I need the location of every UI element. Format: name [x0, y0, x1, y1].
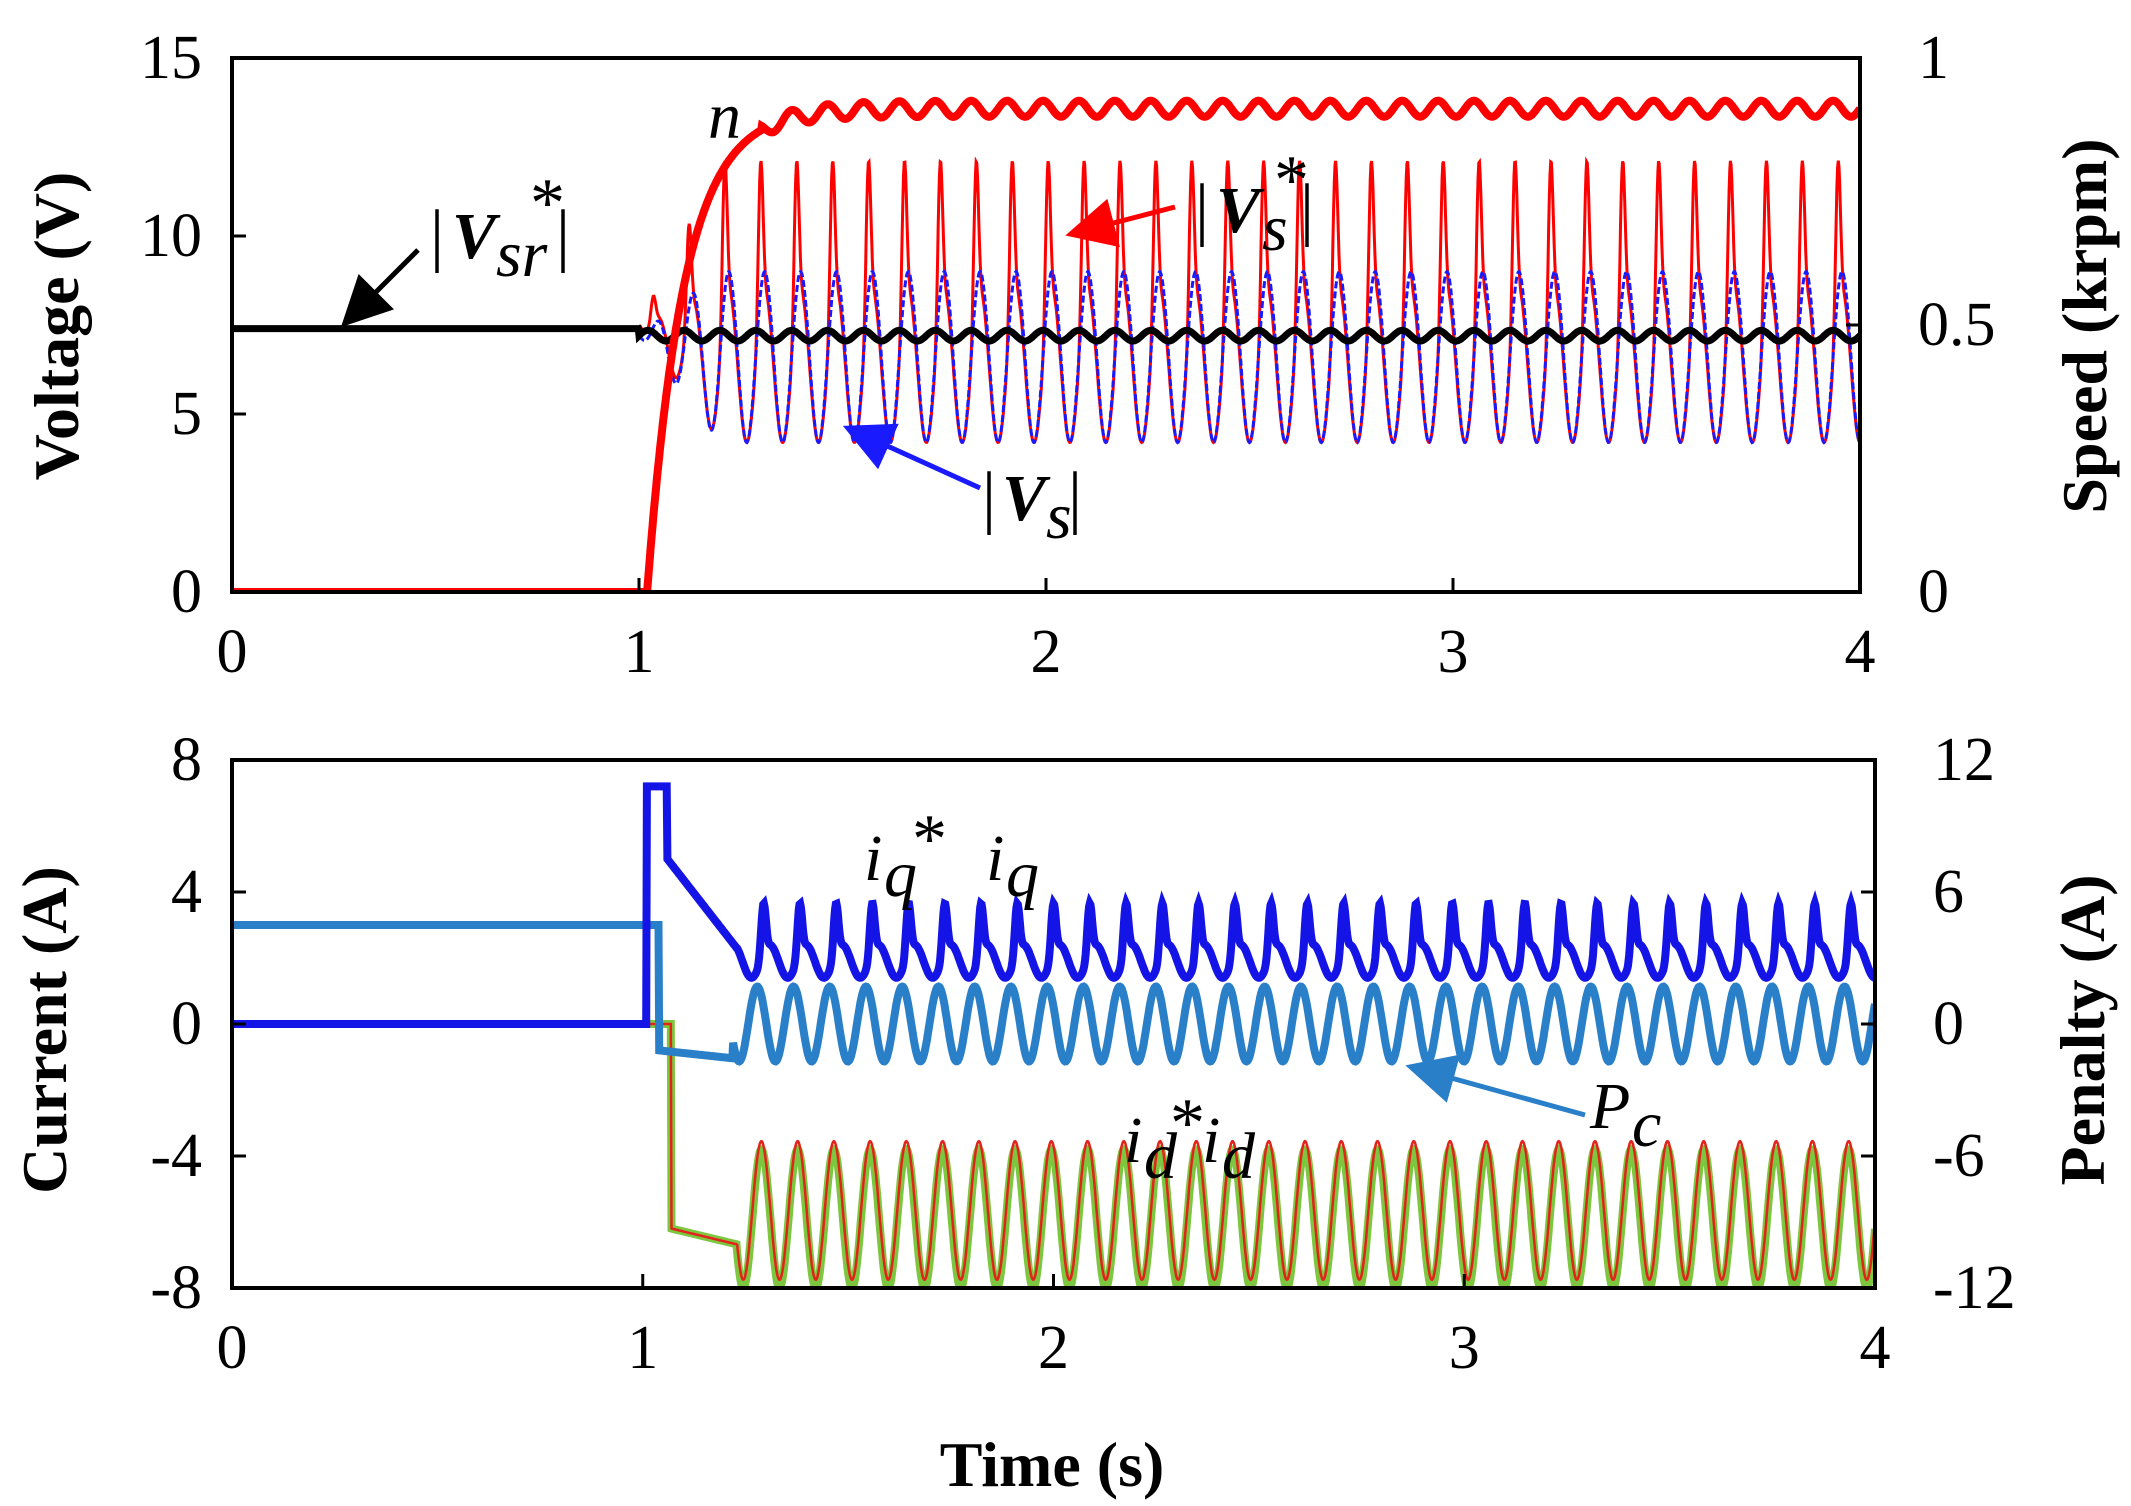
annotation-vsr-sub: sr — [496, 218, 548, 291]
annotation-pc: P c — [1405, 1054, 1661, 1161]
annotation-vs-star-bar-left: | — [1195, 171, 1209, 248]
bot-ytick-label-0: -8 — [150, 1254, 202, 1322]
annotation-vsr-bar-left: | — [430, 197, 444, 274]
top-ytick-label-1: 5 — [171, 380, 202, 448]
annotation-vsr-star: | V sr * | — [340, 165, 570, 328]
annotation-pc-arrow — [1405, 1054, 1586, 1118]
bot-xtick-label-4: 4 — [1860, 1314, 1891, 1382]
annotation-pc-sub: c — [1632, 1088, 1661, 1161]
bot-y2tick-label-3: 6 — [1933, 858, 1964, 926]
annotation-vs-star: | V s * | — [1065, 142, 1314, 265]
top-y2-ticks: 00.51 — [1846, 24, 1996, 626]
bottom-y2-axis-label: Penalty (A) — [2047, 874, 2118, 1185]
top-y2tick-label-0: 0 — [1918, 558, 1949, 626]
top-xtick-label-1: 1 — [624, 618, 655, 686]
annotation-vs-star-arrow — [1065, 198, 1176, 248]
annotation-vs-star-sub: s — [1262, 192, 1288, 265]
top-xtick-label-2: 2 — [1031, 618, 1062, 686]
bot-y2tick-label-0: -12 — [1933, 1254, 2016, 1322]
series-id-star-line — [232, 1022, 1875, 1282]
bottom-y2-ticks: -12 -6 0 6 12 — [1861, 726, 2016, 1322]
annotation-vs-star-bar-right: | — [1300, 171, 1314, 248]
bot-xtick-label-1: 1 — [627, 1314, 658, 1382]
bot-ytick-label-3: 4 — [171, 858, 202, 926]
bot-xtick-label-0: 0 — [217, 1314, 248, 1382]
annotation-iq-asterisk: * — [912, 801, 947, 878]
annotation-id-asterisk: * — [1170, 1085, 1205, 1162]
annotation-speed-n: n — [708, 80, 741, 153]
x-axis-label: Time (s) — [940, 1429, 1165, 1500]
top-xtick-label-3: 3 — [1438, 618, 1469, 686]
bot-xtick-label-2: 2 — [1038, 1314, 1069, 1382]
bot-ytick-label-4: 8 — [171, 726, 202, 794]
annotation-iq: i q * i q — [864, 801, 1039, 911]
annotation-vs-bar-left: | — [982, 459, 996, 536]
series-speed-n-line — [232, 96, 1860, 592]
annotation-iq-sub: q — [1006, 838, 1039, 911]
annotation-vsr-v: V — [452, 200, 501, 273]
bot-ytick-label-2: 0 — [171, 990, 202, 1058]
annotation-vs: | V s | — [842, 423, 1082, 553]
series-pc-line — [232, 921, 1875, 1066]
series-vsr-star-line — [232, 325, 1860, 345]
top-xtick-label-4: 4 — [1845, 618, 1876, 686]
annotation-vs-sub: s — [1046, 480, 1072, 553]
top-y2tick-label-2: 1 — [1918, 24, 1949, 92]
bot-y2tick-label-2: 0 — [1933, 990, 1964, 1058]
annotation-id: i d * i d — [1124, 1085, 1256, 1193]
annotation-id-i: i — [1202, 1104, 1220, 1177]
top-y2tick-label-1: 0.5 — [1918, 291, 1996, 359]
bottom-x-ticks: 0 1 2 3 4 — [217, 1274, 1891, 1382]
annotation-pc-p: P — [1589, 1070, 1630, 1143]
annotation-vs-bar-right: | — [1068, 459, 1082, 536]
annotation-iq-star-i: i — [864, 822, 882, 895]
bot-y2tick-label-1: -6 — [1933, 1122, 1985, 1190]
top-y-axis-label: Voltage (V) — [21, 172, 92, 481]
top-xtick-label-0: 0 — [217, 618, 248, 686]
bot-ytick-label-1: -4 — [150, 1122, 202, 1190]
bottom-y-axis-label: Current (A) — [9, 866, 80, 1194]
annotation-id-star-sub: d — [1144, 1120, 1178, 1193]
annotation-iq-star-sub: q — [884, 838, 917, 911]
top-ytick-label-2: 10 — [140, 202, 202, 270]
bottom-plot-area — [232, 782, 1875, 1288]
annotation-vsr-bar-right: | — [556, 197, 570, 274]
annotation-vs-v: V — [1002, 462, 1051, 535]
annotation-vs-star-asterisk: * — [1274, 142, 1309, 219]
annotation-vs-star-v: V — [1216, 174, 1265, 247]
top-y2-axis-label: Speed (krpm) — [2049, 138, 2120, 513]
top-y-ticks: 0 5 10 15 — [140, 24, 246, 626]
annotation-vs-arrow — [842, 423, 982, 491]
annotation-vsr-asterisk: * — [530, 165, 565, 242]
annotation-iq-i: i — [986, 822, 1004, 895]
bottom-y-ticks: -8 -4 0 4 8 — [150, 726, 246, 1322]
series-iq-line — [232, 782, 1875, 1028]
annotation-id-star-i: i — [1124, 1104, 1142, 1177]
top-x-ticks: 0 1 2 3 4 — [217, 578, 1876, 686]
top-ytick-label-0: 0 — [171, 558, 202, 626]
top-plot-area — [232, 96, 1860, 592]
top-ytick-label-3: 15 — [140, 24, 202, 92]
series-vs-line — [637, 269, 1860, 445]
annotation-vsr-arrow — [340, 248, 420, 328]
bot-y2tick-label-4: 12 — [1933, 726, 1995, 794]
bot-xtick-label-3: 3 — [1449, 1314, 1480, 1382]
annotation-id-sub: d — [1222, 1120, 1256, 1193]
